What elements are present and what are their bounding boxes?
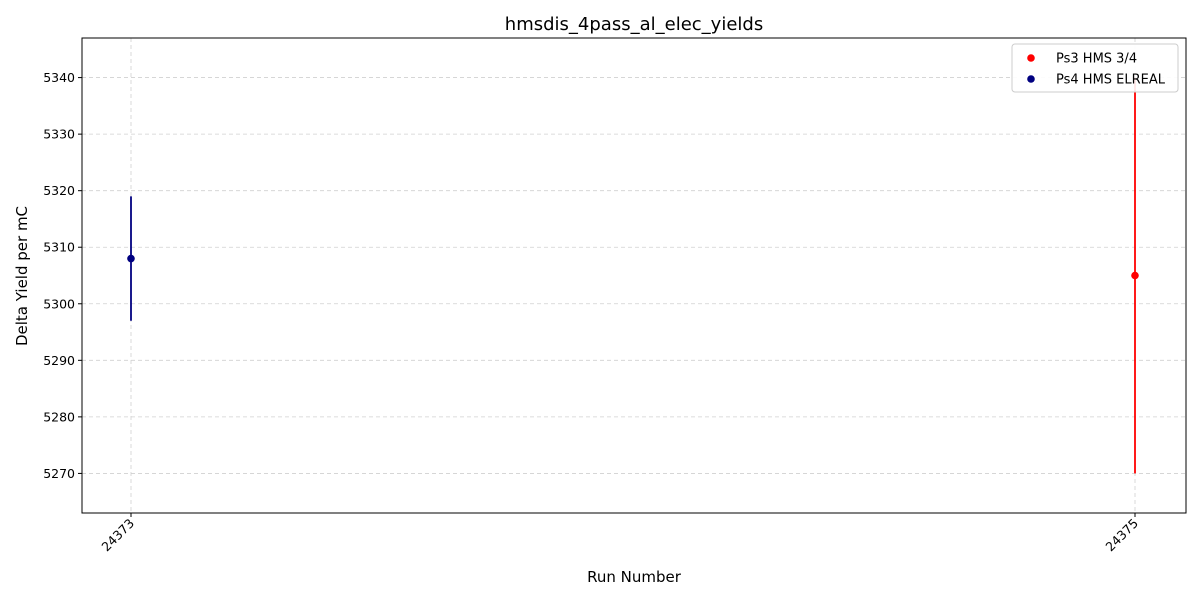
legend-label: Ps3 HMS 3/4 <box>1056 52 1137 67</box>
plot-frame <box>81 37 1187 514</box>
y-tick-label: 5320 <box>43 183 75 198</box>
y-axis-label: Delta Yield per mC <box>13 206 31 346</box>
data-point <box>127 254 135 263</box>
grid <box>82 38 1186 513</box>
y-tick-label: 5270 <box>43 466 75 481</box>
series-layer <box>127 77 1139 474</box>
y-tick-label: 5300 <box>43 296 75 311</box>
y-axis-ticks: 5270 5280 5290 5300 5310 5320 5330 5340 <box>43 70 82 481</box>
chart-title: hmsdis_4pass_al_elec_yields <box>505 14 763 35</box>
legend: Ps3 HMS 3/4 Ps4 HMS ELREAL <box>1011 43 1179 93</box>
legend-box <box>1011 43 1179 93</box>
y-tick-label: 5340 <box>43 70 75 85</box>
x-axis-label: Run Number <box>587 568 682 586</box>
y-tick-label: 5310 <box>43 240 75 255</box>
legend-marker <box>1027 75 1035 83</box>
data-point <box>1131 271 1139 280</box>
y-tick-label: 5330 <box>43 127 75 142</box>
legend-marker <box>1027 54 1035 62</box>
y-tick-label: 5280 <box>43 409 75 424</box>
legend-label: Ps4 HMS ELREAL <box>1056 73 1166 88</box>
y-tick-label: 5290 <box>43 353 75 368</box>
